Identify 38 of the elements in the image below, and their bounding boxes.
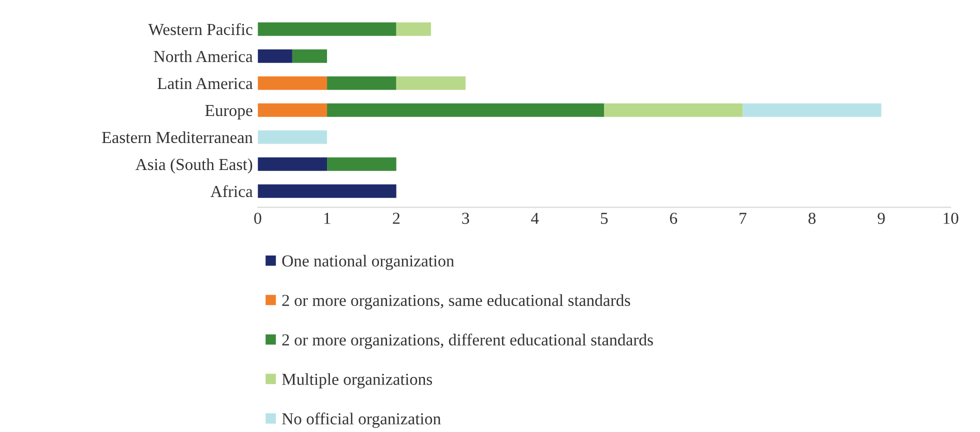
x-tick-label: 6 (670, 212, 678, 224)
y-tick-label: Africa (210, 185, 253, 198)
x-tick-label: 5 (600, 212, 608, 224)
y-tick-label: Eastern Mediterranean (102, 131, 253, 144)
legend-label: Multiple organizations (282, 373, 432, 388)
bar (258, 103, 328, 117)
bar (742, 103, 882, 117)
x-tick-label: 1 (324, 212, 330, 224)
bar (327, 76, 396, 90)
x-tick-label: 9 (878, 212, 885, 224)
bar (396, 22, 431, 36)
legend-label: One national organization (282, 254, 454, 270)
y-tick-label: Europe (205, 105, 252, 120)
x-tick-label: 3 (462, 212, 470, 224)
y-tick-label: Asia (South East) (135, 158, 252, 174)
legend-label: No official organization (282, 412, 441, 428)
bar (258, 49, 292, 63)
bar (258, 76, 328, 90)
bar (258, 130, 328, 144)
x-tick-label: 10 (944, 212, 958, 224)
legend-label: 2 or more organizations, same educational standards (282, 294, 630, 310)
x-tick-label: 8 (808, 212, 816, 224)
x-tick-label: 7 (740, 212, 746, 224)
x-tick-label: 2 (392, 212, 400, 224)
bar (292, 49, 328, 63)
bar (604, 103, 743, 117)
y-tick-label: Western Pacific (148, 23, 252, 36)
bar (258, 22, 396, 36)
y-tick-label: Latin America (158, 78, 253, 90)
bar (327, 103, 604, 117)
bar (258, 157, 328, 171)
bar (396, 76, 466, 90)
bar (258, 184, 396, 198)
x-tick-label: 4 (531, 212, 539, 224)
bar (327, 157, 396, 171)
x-tick-label: 0 (254, 212, 262, 224)
y-tick-label: North America (154, 50, 253, 62)
legend-label: 2 or more organizations, different educational standards (282, 334, 653, 349)
